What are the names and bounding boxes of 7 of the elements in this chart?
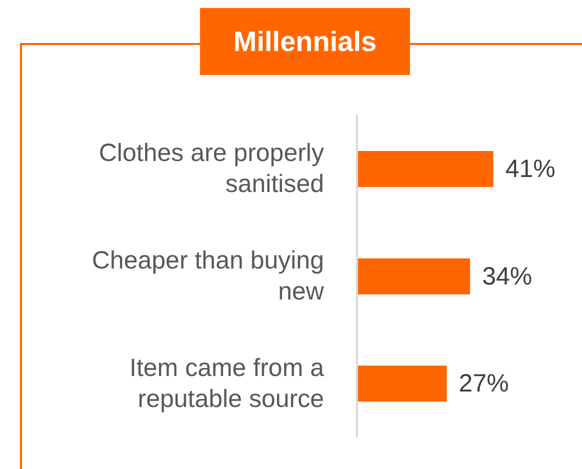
data-label: 34% (482, 262, 532, 290)
y-tick-label: Cheaper than buying new (92, 246, 325, 306)
chart-title: Millennials (200, 8, 410, 75)
data-label: 41% (505, 155, 556, 183)
y-tick-label: Item came from a reputable source (130, 354, 324, 413)
y-tick-label: Clothes are properly sanitised (98, 139, 324, 198)
data-label: 27% (458, 370, 509, 398)
